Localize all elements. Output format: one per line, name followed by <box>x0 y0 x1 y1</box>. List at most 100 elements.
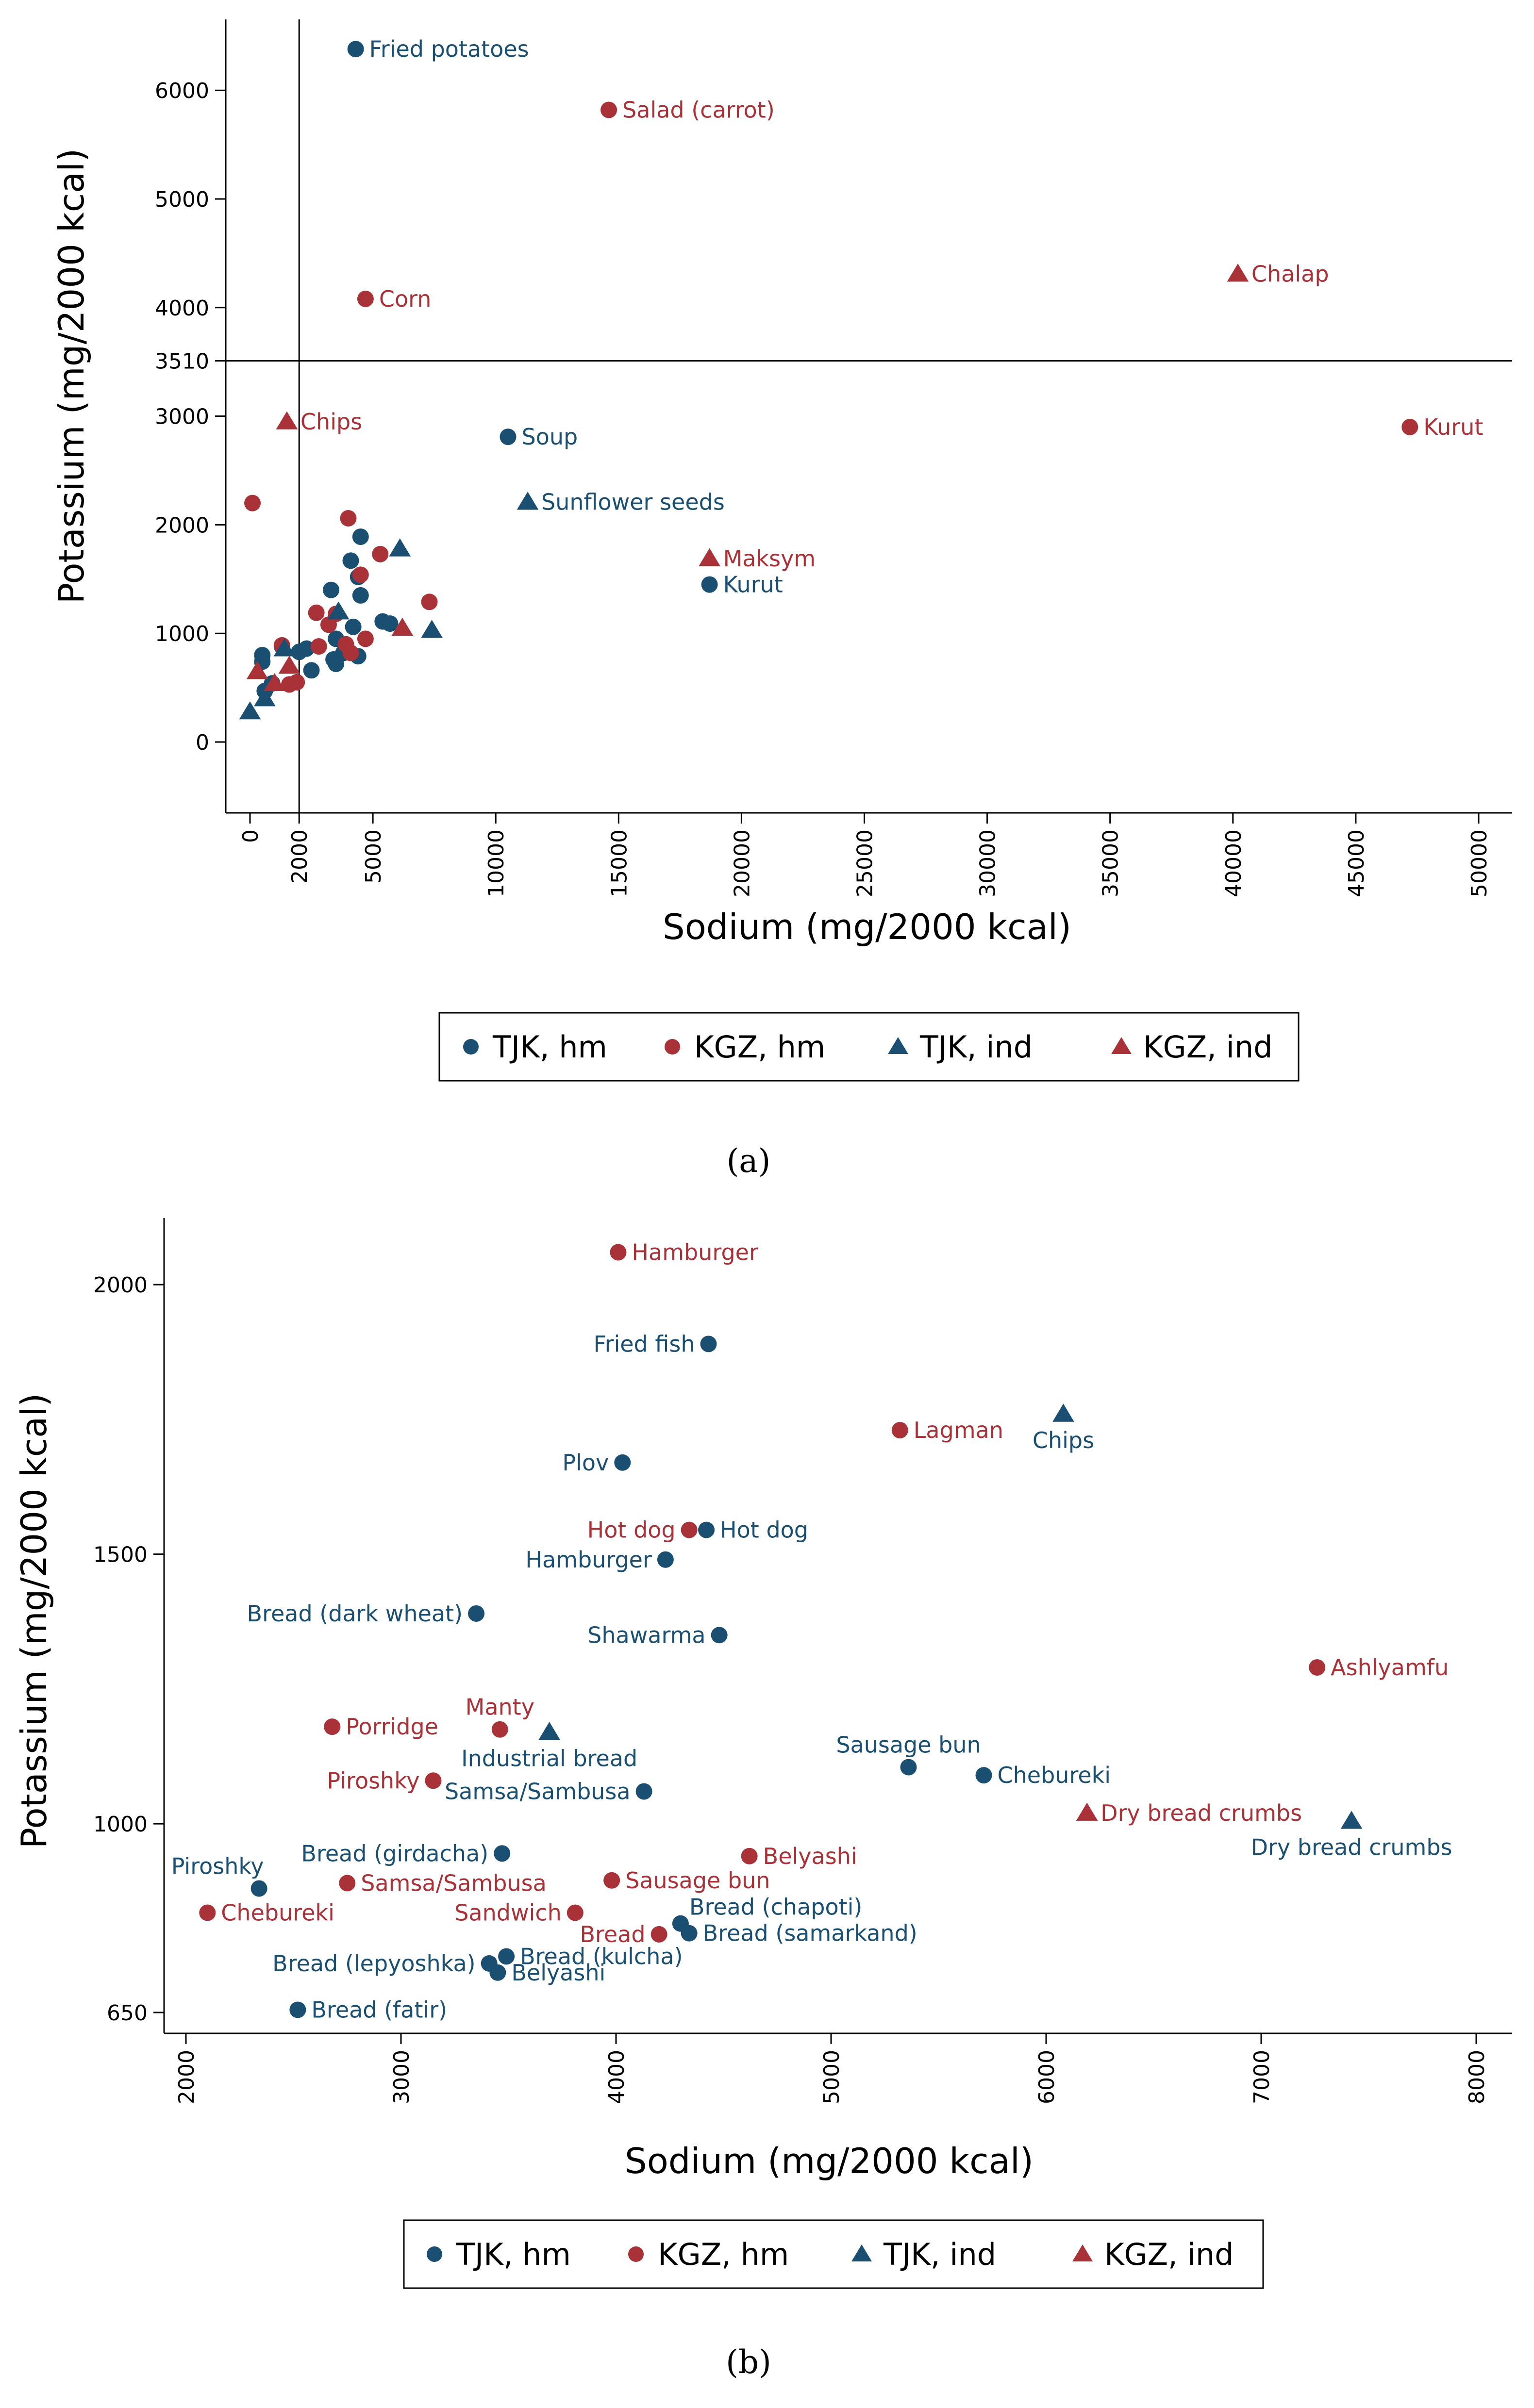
panel-b-label-hot-dog: Hot dog <box>587 1517 676 1543</box>
panel-b-axes: 650 1000 1500 2000 2000 3000 4000 5000 6000 7000 8… <box>93 1218 1512 2104</box>
panel-a-point-tjk-hm <box>298 640 315 657</box>
panel-a-legend-label-tjk-hm: TJK, hm <box>492 1029 607 1065</box>
panel-b-point-kgz-hm-sausage-bun <box>603 1872 620 1889</box>
panel-a-point-kgz-hm-salad-carrot <box>600 101 617 118</box>
panel-a-x-tick-label: 35000 <box>1099 829 1123 897</box>
panel-b-y-tick-label: 1000 <box>93 1812 148 1837</box>
panel-b-label-bread-samarkand: Bread (samarkand) <box>703 1920 917 1946</box>
panel-b-point-kgz-hm-piroshky <box>425 1772 442 1789</box>
panel-a-scatter: 0 1000 2000 3000 3510 4000 5000 6000 0 2000 5000 10… <box>51 19 1512 1180</box>
panel-a-point-kgz-hm-corn <box>357 290 374 307</box>
panel-a-point-tjk-ind <box>239 701 261 720</box>
panel-a-label-salad-carrot: Salad (carrot) <box>622 97 775 123</box>
panel-a-point-kgz-ind-maksym <box>699 548 720 566</box>
panel-a-point-kgz-ind <box>264 673 285 692</box>
panel-a-point-kgz-hm <box>342 644 359 661</box>
panel-a-point-kgz-hm <box>310 638 327 655</box>
panel-b-point-kgz-hm-ashlyamfu <box>1309 1659 1326 1676</box>
panel-b-point-tjk-ind-dry-bread-crumbs <box>1340 1811 1363 1829</box>
panel-b-point-tjk-hm-belyashi <box>489 1964 506 1981</box>
panel-b-label-shawarma: Shawarma <box>587 1622 705 1648</box>
panel-a-point-kgz-hm <box>357 630 374 647</box>
panel-a-x-tick-label: 45000 <box>1344 829 1369 897</box>
panel-b-point-tjk-ind-industrial-bread <box>538 1722 560 1740</box>
panel-a-point-tjk-hm <box>382 615 399 632</box>
panel-a-y-axis-title: Potassium (mg/2000 kcal) <box>51 148 92 604</box>
panel-a-x-tick-label: 15000 <box>607 829 632 897</box>
panel-b-legend-marker-kgz-hm <box>628 2246 644 2262</box>
panel-a-point-tjk-ind <box>421 620 443 638</box>
panel-a-legend-marker-tjk-ind <box>888 1037 908 1054</box>
panel-a-y-tick-label: 3000 <box>155 405 209 429</box>
panel-a-legend-label-tjk-ind: TJK, ind <box>919 1029 1033 1065</box>
panel-b-point-tjk-hm-fried-fish <box>700 1336 717 1352</box>
panel-a-point-tjk-hm-kurut <box>701 576 718 593</box>
panel-b-label-bread-lepyoshka: Bread (lepyoshka) <box>272 1950 475 1977</box>
panel-a-x-axis-title: Sodium (mg/2000 kcal) <box>663 907 1071 947</box>
panel-b-point-kgz-hm-hot-dog <box>681 1521 698 1538</box>
panel-b-point-kgz-hm-lagman <box>891 1422 908 1439</box>
panel-b-label-sandwich: Sandwich <box>454 1899 562 1926</box>
panel-a-x-tick-label: 2000 <box>287 829 312 884</box>
panel-a-x-tick-label: 50000 <box>1467 829 1492 897</box>
panel-b-label-bread-chapoti: Bread (chapoti) <box>689 1894 862 1920</box>
panel-a-label-kurut: Kurut <box>723 571 783 597</box>
panel-b-point-tjk-hm-bread-kulcha <box>498 1948 515 1965</box>
panel-a-point-tjk-hm <box>323 581 340 598</box>
panel-a-point-labels: Fried potatoes Soup Kurut Salad (carrot) Cor… <box>300 36 1483 597</box>
panel-b-point-kgz-ind-dry-bread-crumbs <box>1076 1802 1098 1821</box>
panel-a-label-fried-potatoes: Fried potatoes <box>369 36 529 62</box>
panel-a-point-tjk-hm <box>303 662 320 679</box>
panel-b-label-dry-bread-crumbs: Dry bread crumbs <box>1251 1834 1452 1861</box>
panel-a-point-kgz-ind-chips <box>276 411 298 429</box>
panel-b-legend-label-kgz-ind: KGZ, ind <box>1104 2237 1234 2272</box>
panel-a-point-kgz-hm-kurut <box>1401 418 1418 435</box>
panel-a-y-tick-label: 6000 <box>155 79 209 103</box>
panel-b-y-tick-label: 1500 <box>93 1543 148 1567</box>
panel-a-point-tjk-hm <box>352 587 369 604</box>
panel-b-label-porridge: Porridge <box>346 1714 438 1740</box>
panel-a-point-kgz-ind <box>278 656 300 674</box>
panel-b-label-hot-dog: Hot dog <box>720 1517 808 1543</box>
panel-a-point-kgz-ind-chalap <box>1227 264 1249 282</box>
panel-b-legend-marker-tjk-ind <box>851 2244 872 2261</box>
panel-b-label-ashlyamfu: Ashlyamfu <box>1331 1654 1449 1681</box>
panel-b-legend-marker-tjk-hm <box>427 2246 442 2262</box>
panel-b-caption: (b) <box>726 2343 771 2381</box>
panel-a-point-kgz-ind <box>246 661 268 679</box>
panel-a-legend-marker-tjk-hm <box>463 1039 479 1055</box>
panel-b-y-tick-label: 650 <box>107 2001 148 2026</box>
panel-b-point-tjk-hm-piroshky <box>250 1880 267 1897</box>
panel-b-label-dry-bread-crumbs: Dry bread crumbs <box>1100 1800 1302 1826</box>
panel-a-point-tjk-ind <box>327 601 350 620</box>
panel-b-y-tick-label: 2000 <box>93 1273 148 1298</box>
panel-a-legend-marker-kgz-hm <box>665 1039 680 1055</box>
panel-a-point-tjk-ind <box>273 638 296 657</box>
panel-a-point-kgz-hm <box>352 566 369 583</box>
panel-a-caption: (a) <box>727 1142 771 1180</box>
panel-b-x-tick-label: 8000 <box>1465 2050 1489 2104</box>
panel-b-point-kgz-hm-manty <box>491 1721 508 1738</box>
panel-b-label-hamburger: Hamburger <box>525 1547 652 1573</box>
panel-b-x-tick-label: 7000 <box>1250 2050 1274 2104</box>
panel-b-point-kgz-hm-belyashi <box>741 1847 758 1864</box>
panel-a-label-chips: Chips <box>300 409 362 435</box>
panel-b-label-industrial-bread: Industrial bread <box>461 1745 637 1771</box>
panel-b-point-tjk-hm-shawarma <box>711 1627 728 1644</box>
panel-a-y-tick-label: 4000 <box>155 296 209 321</box>
panel-a-x-tick-label: 25000 <box>853 829 878 897</box>
panel-b-y-axis-title: Potassium (mg/2000 kcal) <box>14 1393 54 1849</box>
panel-b-point-tjk-ind-chips <box>1052 1403 1074 1422</box>
panel-a-point-tjk-ind <box>254 688 276 707</box>
panel-b-point-tjk-hm-bread-fatir <box>289 2001 306 2018</box>
panel-a-x-tick-label: 30000 <box>976 829 1000 897</box>
panel-b-label-bread-dark-wheat: Bread (dark wheat) <box>247 1600 463 1627</box>
panel-b-label-bread-fatir: Bread (fatir) <box>311 1996 447 2023</box>
panel-a-y-tick-label: 1000 <box>155 622 209 646</box>
panel-b-point-tjk-hm-plov <box>614 1454 631 1471</box>
panel-b-point-kgz-hm-samsa-sambusa <box>339 1875 356 1892</box>
panel-a-y-tick-label: 3510 <box>155 349 209 374</box>
panel-a-x-tick-label: 5000 <box>361 829 386 884</box>
panel-b-point-labels: Fried fish Plov Hot dog Hamburger Bread (dar… <box>171 1239 1452 2023</box>
panel-b-legend-marker-kgz-ind <box>1072 2244 1093 2261</box>
